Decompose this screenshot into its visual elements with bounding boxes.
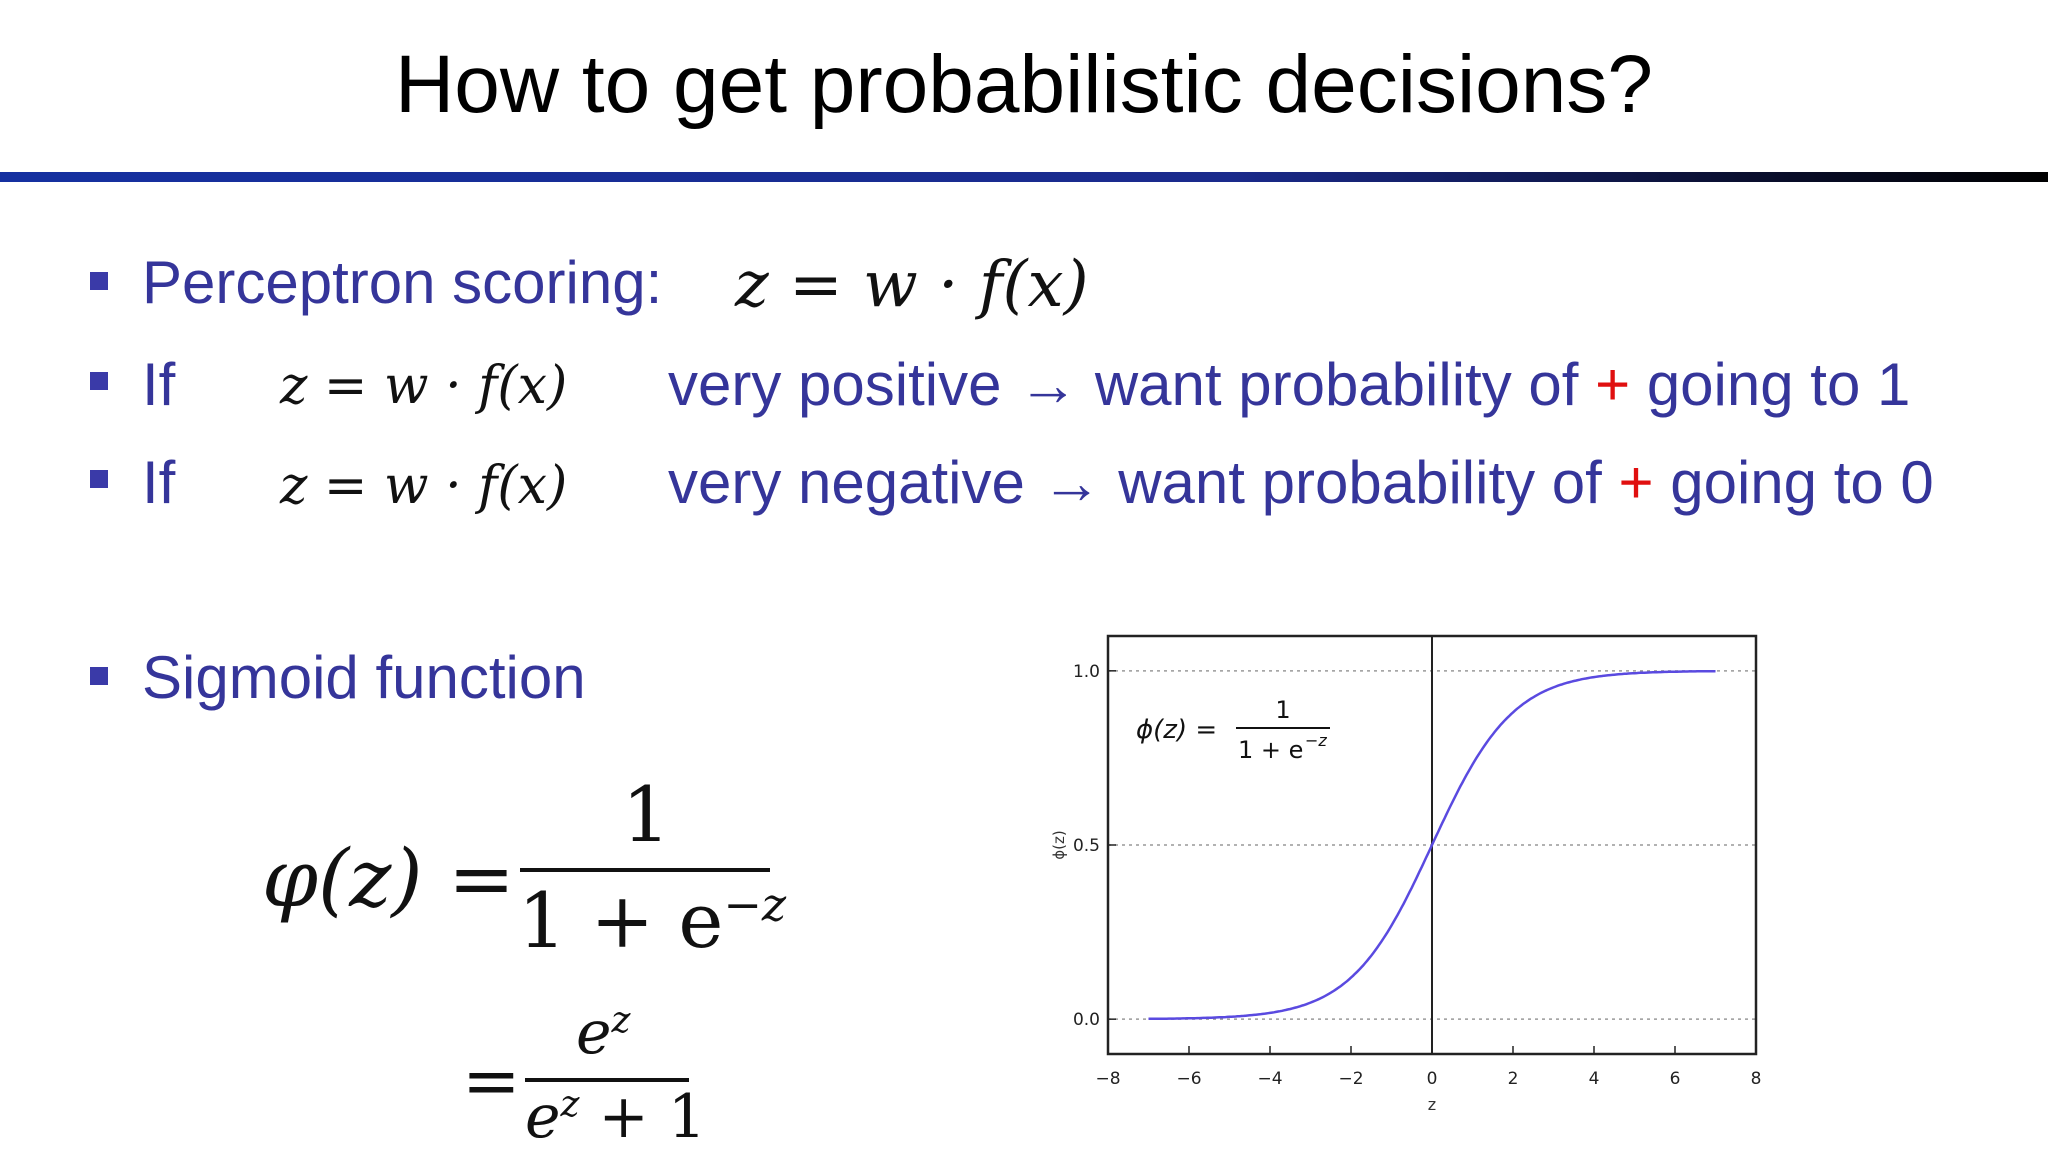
alt-numerator-exponent: z [611,1000,631,1041]
x-tick-label: −6 [1176,1069,1201,1089]
x-tick-label: 0 [1427,1069,1438,1089]
sigmoid-denominator: 1 + e−z [518,876,786,965]
x-tick-label: 2 [1508,1069,1519,1089]
arrow-right-icon: → [1018,351,1079,418]
x-tick-label: 8 [1751,1069,1762,1089]
arrow-right-icon: → [1041,449,1102,516]
sigmoid-curve [1148,669,1716,1021]
perceptron-score-formula: z = w · f(x) [735,248,1089,322]
alt-fraction-bar [525,1078,689,1082]
very-negative-text: very negative → want probability of + go… [668,448,1934,517]
alt-denominator-exponent: z [560,1084,580,1125]
annotation-numerator: 1 [1275,696,1290,724]
sigmoid-fraction-bar [520,868,770,872]
alt-numerator-base: e [576,998,612,1068]
y-axis-label: ϕ(z) [1050,830,1068,859]
title-divider [0,172,2048,182]
if-label: If [142,449,176,516]
alt-denominator-base: e [525,1082,561,1152]
score-formula: z = w · f(x) [280,356,568,416]
x-tick-label: 6 [1670,1069,1681,1089]
very-negative-label: very negative [668,449,1025,516]
alt-numerator: ez [576,998,630,1068]
annotation-lhs: ϕ(z) = [1136,715,1217,745]
sigmoid-lhs: φ(z) = [262,832,516,925]
sigmoid-numerator: 1 [622,770,671,859]
sigmoid-exponent: −z [723,877,787,932]
very-positive-label: very positive [668,351,1002,418]
x-tick-label: −8 [1095,1069,1120,1089]
y-tick-label: 1.0 [1073,662,1100,682]
alt-denominator-tail: + 1 [579,1082,707,1152]
x-tick-label: −2 [1338,1069,1363,1089]
alt-equals: = [462,1040,521,1122]
x-tick-label: 4 [1589,1069,1600,1089]
want-probability-label: want probability of [1118,449,1602,516]
sigmoid-function-label: Sigmoid function [142,644,586,711]
going-to-label: going to 1 [1646,351,1911,418]
x-tick-label: −4 [1257,1069,1282,1089]
bullet-marker [90,470,108,488]
slide-title: How to get probabilistic decisions? [395,39,1653,130]
alt-denominator: ez + 1 [525,1082,706,1152]
y-tick-label: 0.0 [1073,1010,1100,1030]
sigmoid-denominator-base: 1 + e [518,876,724,965]
if-label: If [142,351,176,418]
bullet-marker [90,372,108,390]
x-axis-label: z [1428,1095,1436,1114]
annotation-exponent: −z [1305,731,1327,750]
perceptron-scoring-label: Perceptron scoring: [142,249,663,316]
y-tick-label: 0.5 [1073,836,1100,856]
score-formula: z = w · f(x) [280,456,568,516]
annotation-denominator: 1 + e [1238,736,1303,764]
chart-frame [1106,634,1758,1056]
bullet-marker [90,272,108,290]
bullet-marker [90,667,108,685]
going-to-label: going to 0 [1670,449,1934,516]
very-positive-text: very positive → want probability of + go… [668,350,1910,419]
plus-sign: + [1595,351,1631,418]
want-probability-label: want probability of [1094,351,1579,418]
plus-sign: + [1618,449,1654,516]
